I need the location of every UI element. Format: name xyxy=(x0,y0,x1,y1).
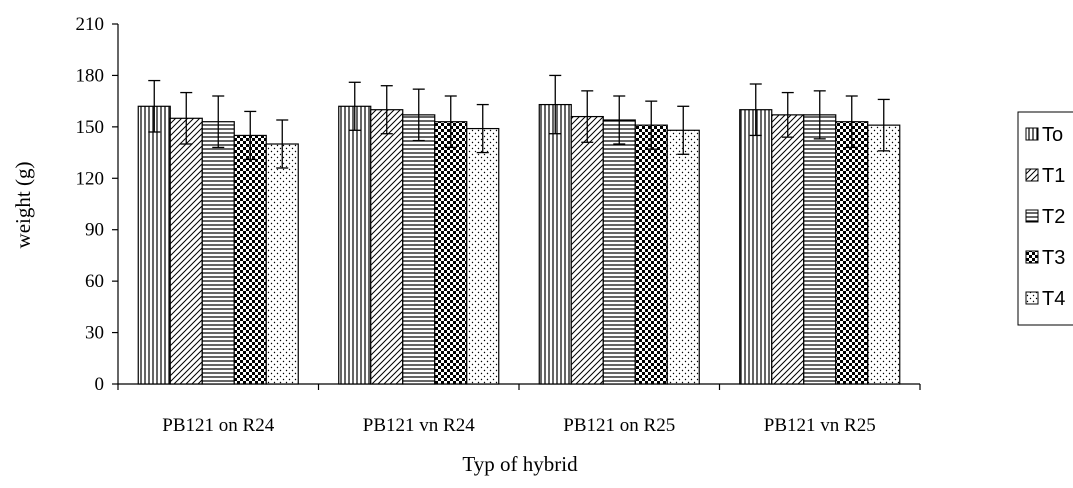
bar xyxy=(602,119,636,385)
bar xyxy=(201,121,235,385)
bar xyxy=(265,143,299,385)
y-tick-label: 60 xyxy=(85,271,104,292)
y-tick-label: 30 xyxy=(85,323,104,344)
bar xyxy=(538,103,572,385)
x-tick-label: PB121 vn R25 xyxy=(764,415,876,436)
error-bars-group xyxy=(148,74,890,169)
bar xyxy=(466,127,500,385)
legend-swatch xyxy=(1025,168,1039,182)
legend-swatch xyxy=(1025,127,1039,141)
legend: To T1 T2 T3 T4 xyxy=(1017,111,1073,326)
bar xyxy=(666,129,700,385)
bar xyxy=(338,105,372,385)
legend-label: T1 xyxy=(1042,165,1065,187)
y-tick-label: 0 xyxy=(95,374,105,395)
y-tick-label: 180 xyxy=(76,65,105,86)
bar xyxy=(803,114,837,385)
bars-group xyxy=(137,103,901,385)
x-axis-title: Typ of hybrid xyxy=(462,452,578,476)
bar xyxy=(867,124,901,385)
legend-label: T2 xyxy=(1042,206,1065,228)
bar xyxy=(137,105,171,385)
y-axis-title: weight (g) xyxy=(11,162,35,249)
bar xyxy=(434,121,468,385)
x-tick-label: PB121 vn R24 xyxy=(363,415,475,436)
legend-swatch xyxy=(1025,291,1039,305)
x-tick-label: PB121 on R25 xyxy=(563,415,675,436)
y-tick-label: 120 xyxy=(76,168,105,189)
bar xyxy=(169,117,203,385)
legend-swatch xyxy=(1025,209,1039,223)
bar xyxy=(739,109,773,385)
x-axis: PB121 on R24 PB121 vn R24 PB121 on R25 PB12… xyxy=(117,383,921,436)
legend-label: T4 xyxy=(1042,288,1065,310)
y-tick-label: 90 xyxy=(85,220,104,241)
legend-label: To xyxy=(1042,124,1063,146)
bar xyxy=(402,114,436,385)
y-tick-label: 210 xyxy=(76,14,105,35)
legend-label: T3 xyxy=(1042,247,1065,269)
y-axis: 0 30 60 90 120 150 180 210 xyxy=(76,14,119,395)
bar xyxy=(771,114,805,385)
bar xyxy=(835,121,869,385)
bar xyxy=(370,109,404,385)
bar xyxy=(570,115,604,385)
bar xyxy=(634,124,668,385)
x-tick-label: PB121 on R24 xyxy=(162,415,274,436)
y-tick-label: 150 xyxy=(76,117,105,138)
legend-swatch xyxy=(1025,250,1039,264)
bar xyxy=(233,134,267,385)
